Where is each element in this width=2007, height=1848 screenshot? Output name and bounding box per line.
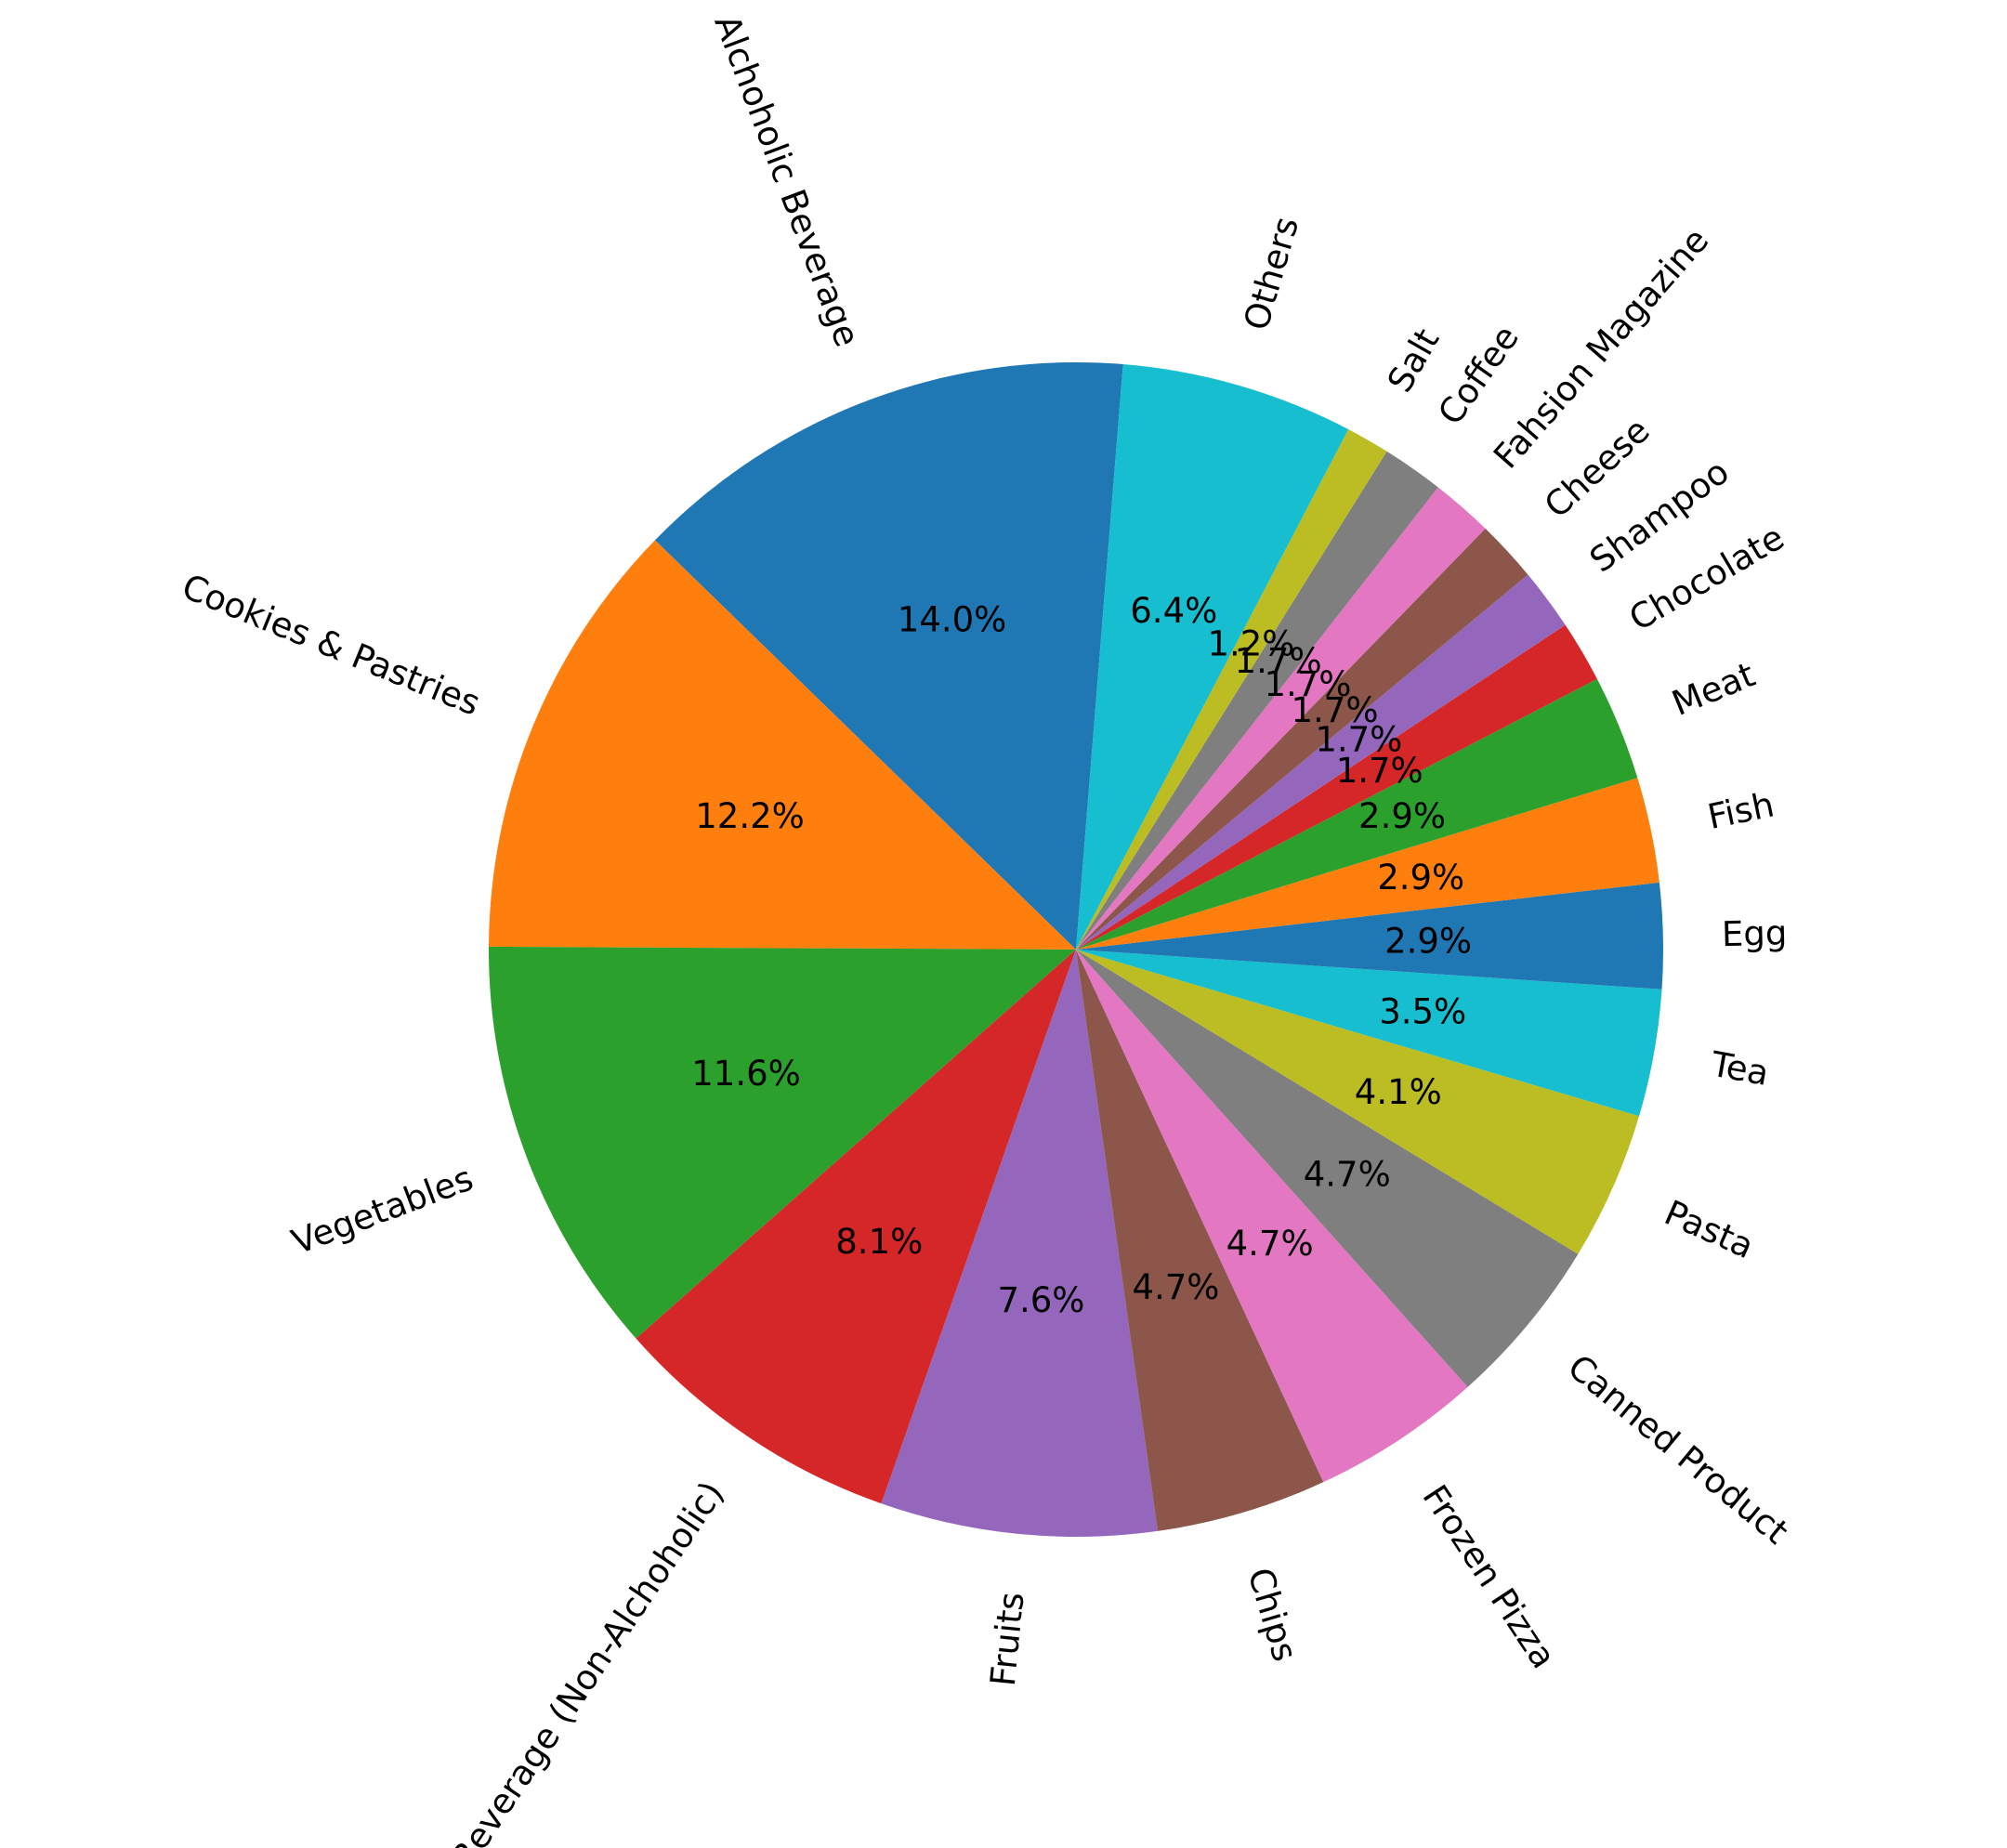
pie-slice-pasta [1076,950,1640,1254]
category-label-others: Others [1236,213,1306,334]
pct-label-coffee: 1.7% [1235,641,1322,681]
pie-slice-fahsion-magazine [1076,487,1486,950]
pct-label-egg: 2.9% [1384,922,1472,962]
category-label-egg: Egg [1722,913,1788,955]
pie-slice-chips [1076,950,1324,1531]
pie-slice-fruits [881,950,1158,1537]
pie-slice-canned-product [1076,950,1579,1387]
pie-slices [489,362,1663,1537]
category-label-beverage-non-alchoholic: Beverage (Non-Alchoholic) [443,1474,732,1848]
pie-slice-fish [1076,778,1659,950]
pie-slice-chocolate [1076,624,1597,950]
pct-label-fruits: 7.6% [997,1280,1084,1320]
pie-slice-shampoo [1076,574,1566,950]
pie-slice-meat [1076,678,1638,950]
pie-slice-egg [1076,882,1663,990]
category-label-salt: Salt [1380,321,1448,399]
pie-slice-beverage-non-alchoholic [636,950,1076,1504]
pct-label-fish: 2.9% [1377,858,1464,898]
pct-label-alchoholic-beverage: 14.0% [898,600,1007,640]
pct-label-others: 6.4% [1130,591,1217,631]
pie-slice-vegetables [489,946,1076,1339]
pie-slice-cookies-pastries [489,540,1076,950]
pct-label-beverage-non-alchoholic: 8.1% [835,1222,923,1262]
pie-slice-coffee [1076,451,1438,950]
category-label-chips: Chips [1240,1564,1305,1666]
pie-slice-tea [1076,950,1662,1117]
category-label-alchoholic-beverage: Alchoholic Beverage [706,9,867,352]
pie-slice-others [1076,364,1349,950]
category-label-coffee: Coffee [1430,318,1527,432]
pie-slice-frozen-pizza [1076,950,1468,1483]
category-label-frozen-pizza: Frozen Pizza [1415,1478,1564,1676]
pct-label-chips: 4.7% [1132,1267,1219,1307]
category-label-meat: Meat [1666,654,1760,724]
pie-slice-cheese [1076,528,1528,950]
pct-label-chocolate: 1.7% [1336,751,1423,791]
category-label-fruits: Fruits [983,1591,1032,1688]
pct-label-meat: 2.9% [1358,796,1446,836]
pct-label-cheese: 1.7% [1292,690,1379,730]
pct-label-canned-product: 4.7% [1304,1155,1391,1195]
pct-label-cookies-pastries: 12.2% [695,796,805,836]
category-label-canned-product: Canned Product [1560,1347,1796,1553]
pie-slice-alchoholic-beverage [654,362,1123,950]
pct-label-salt: 1.2% [1207,623,1294,663]
category-label-cookies-pastries: Cookies & Pastries [177,567,486,724]
pct-label-pasta: 4.1% [1355,1072,1442,1112]
pie-slice-salt [1076,429,1387,950]
pct-label-fahsion-magazine: 1.7% [1264,664,1351,704]
category-label-tea: Tea [1707,1044,1771,1094]
pct-label-frozen-pizza: 4.7% [1226,1224,1314,1264]
category-label-fish: Fish [1704,784,1777,837]
pct-label-shampoo: 1.7% [1315,719,1402,759]
pct-label-vegetables: 11.6% [691,1054,801,1094]
category-label-pasta: Pasta [1659,1193,1760,1267]
category-label-vegetables: Vegetables [286,1158,479,1262]
percentage-labels: 14.0%12.2%11.6%8.1%7.6% 4.7%4.7%4.7%4.1%3… [691,591,1472,1320]
pct-label-tea: 3.5% [1379,992,1466,1032]
